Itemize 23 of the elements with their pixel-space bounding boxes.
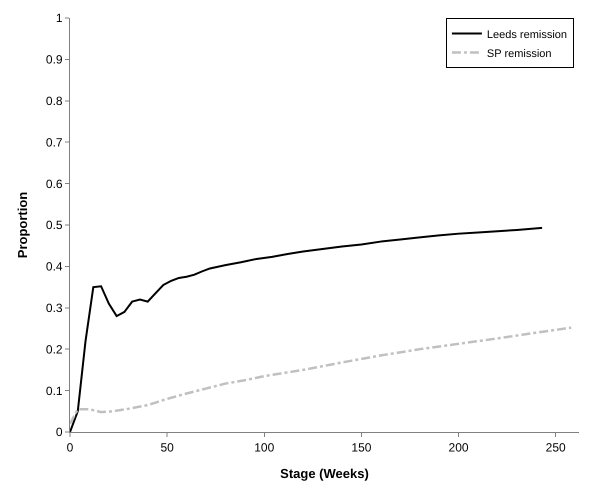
line-series (70, 326, 572, 425)
y-tick-label: 0.9 (46, 52, 63, 67)
x-tick-label: 250 (546, 440, 566, 454)
y-tick-label: 0.1 (46, 384, 63, 398)
x-tick-label: 0 (66, 440, 74, 454)
y-tick-label: 0.5 (46, 218, 63, 232)
y-tick-label: 0.8 (46, 94, 63, 108)
x-tick-label: 100 (254, 440, 275, 454)
y-tick-label: 0.7 (46, 135, 63, 150)
x-tick-label: 50 (160, 440, 174, 454)
legend-label: SP remission (486, 48, 552, 60)
line-series (70, 226, 544, 432)
y-tick-label: 0.2 (46, 342, 63, 356)
y-tick-label: 1 (56, 11, 63, 26)
x-tick-label: 150 (351, 440, 372, 454)
y-tick-label: 0.4 (46, 260, 63, 274)
legend-label: Leeds remission (486, 28, 568, 41)
x-axis-title: Stage (Weeks) (280, 466, 369, 481)
y-tick-label: 0.3 (46, 301, 63, 315)
y-axis-title: Proportion (14, 192, 30, 258)
y-tick-label: 0.6 (46, 176, 63, 191)
y-tick-label: 0 (56, 425, 63, 440)
x-tick-label: 200 (448, 440, 469, 454)
